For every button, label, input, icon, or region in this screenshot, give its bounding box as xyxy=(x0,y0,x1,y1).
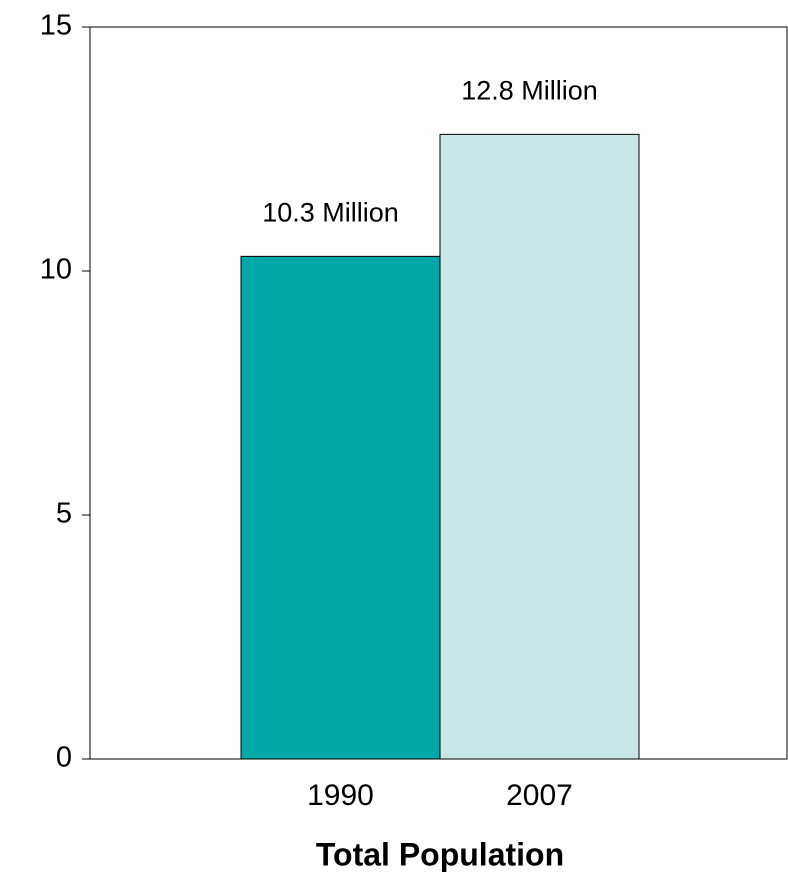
y-tick-label: 10 xyxy=(40,254,72,286)
bar xyxy=(240,255,441,760)
value-label: 12.8 Million xyxy=(461,75,598,105)
value-label: 10.3 Million xyxy=(262,197,399,227)
y-tick-label: 5 xyxy=(56,498,72,530)
x-axis-title: Total Population xyxy=(316,836,564,872)
y-tick-label: 15 xyxy=(40,10,72,42)
bar xyxy=(439,133,640,760)
x-tick-label: 2007 xyxy=(506,779,573,812)
x-tick-label: 1990 xyxy=(307,779,374,812)
y-tick-label: 0 xyxy=(56,742,72,774)
